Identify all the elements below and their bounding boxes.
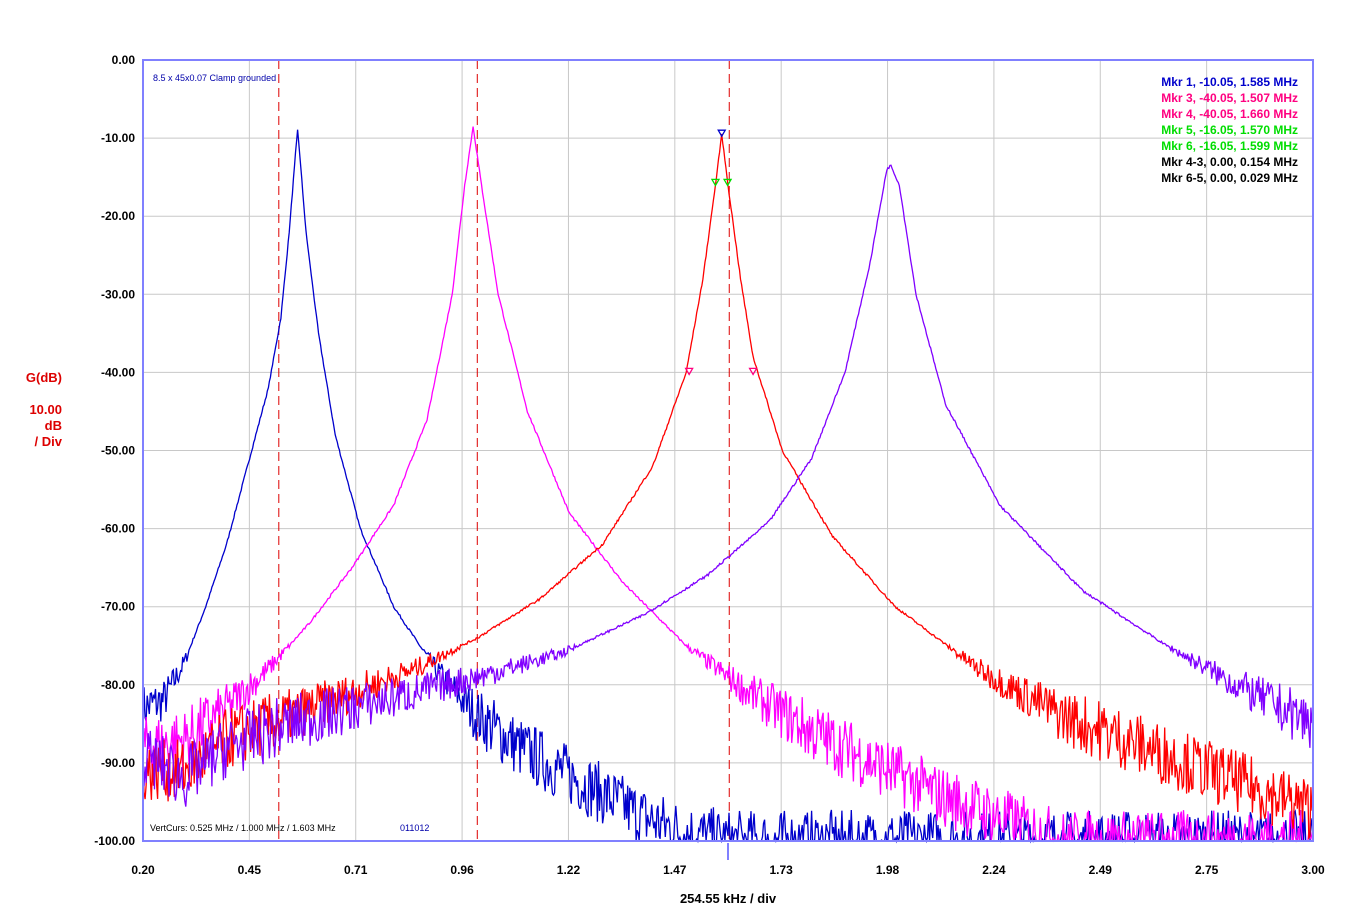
y-tick-label: -40.00 [101,365,135,379]
x-tick-label: 3.00 [1301,863,1325,877]
x-tick-label: 1.98 [876,863,900,877]
x-tick-label: 2.24 [982,863,1006,877]
id-label: 011012 [400,823,429,833]
annotation-bottom: VertCurs: 0.525 MHz / 1.000 MHz / 1.603 … [150,823,336,833]
y-tick-label: 0.00 [112,53,136,67]
y-tick-label: -20.00 [101,209,135,223]
x-tick-label: 1.22 [557,863,581,877]
marker-triangle [748,367,758,376]
x-tick-label: 0.45 [238,863,262,877]
y-axis-label: G(dB) [26,370,62,385]
marker-legend-entry: Mkr 4-3, 0.00, 0.154 MHz [1161,155,1298,169]
x-tick-label: 2.49 [1089,863,1113,877]
y-tick-label: -90.00 [101,756,135,770]
y-tick-label: -100.00 [94,834,135,848]
marker-legend-entry: Mkr 5, -16.05, 1.570 MHz [1161,123,1298,137]
y-tick-label: -10.00 [101,131,135,145]
x-axis-label: 254.55 kHz / div [680,891,777,906]
x-tick-label: 0.96 [450,863,474,877]
y-scale-value: 10.00 [29,402,62,417]
x-tick-label: 0.20 [131,863,155,877]
marker-legend-entry: Mkr 6, -16.05, 1.599 MHz [1161,139,1298,153]
marker-legend: Mkr 1, -10.05, 1.585 MHz Mkr 3, -40.05, 1… [1161,75,1298,185]
y-tick-label: -80.00 [101,678,135,692]
y-tick-label: -70.00 [101,600,135,614]
plot-frame [142,59,1314,842]
y-tick-labels: 0.00 -10.00 -20.00 -30.00 -40.00 -50.00 -60.00… [94,53,135,848]
x-tick-label: 0.71 [344,863,368,877]
marker-triangle [710,178,721,187]
series-line-2 [142,126,1314,843]
marker-triangle [717,129,727,138]
y-tick-label: -50.00 [101,444,135,458]
series-line-4 [142,164,1314,807]
annotation-top: 8.5 x 45x0.07 Clamp grounded [153,73,276,83]
x-tick-label: 1.47 [663,863,687,877]
markers-group [684,129,758,376]
x-tick-labels: 0.20 0.45 0.71 0.96 1.22 1.47 1.73 1.98 2.24 2.49… [131,863,1325,877]
y-scale-per: / Div [35,434,63,449]
x-tick-label: 1.73 [770,863,794,877]
marker-triangle [684,367,694,376]
marker-legend-entry: Mkr 1, -10.05, 1.585 MHz [1161,75,1298,89]
y-tick-label: -60.00 [101,522,135,536]
marker-legend-entry: Mkr 3, -40.05, 1.507 MHz [1161,91,1298,105]
marker-triangle [722,178,733,187]
y-tick-label: -30.00 [101,287,135,301]
marker-legend-entry: Mkr 6-5, 0.00, 0.029 MHz [1161,171,1298,185]
y-scale-unit: dB [45,418,62,433]
grid [143,60,1313,841]
x-tick-label: 2.75 [1195,863,1219,877]
marker-legend-entry: Mkr 4, -40.05, 1.660 MHz [1161,107,1298,121]
